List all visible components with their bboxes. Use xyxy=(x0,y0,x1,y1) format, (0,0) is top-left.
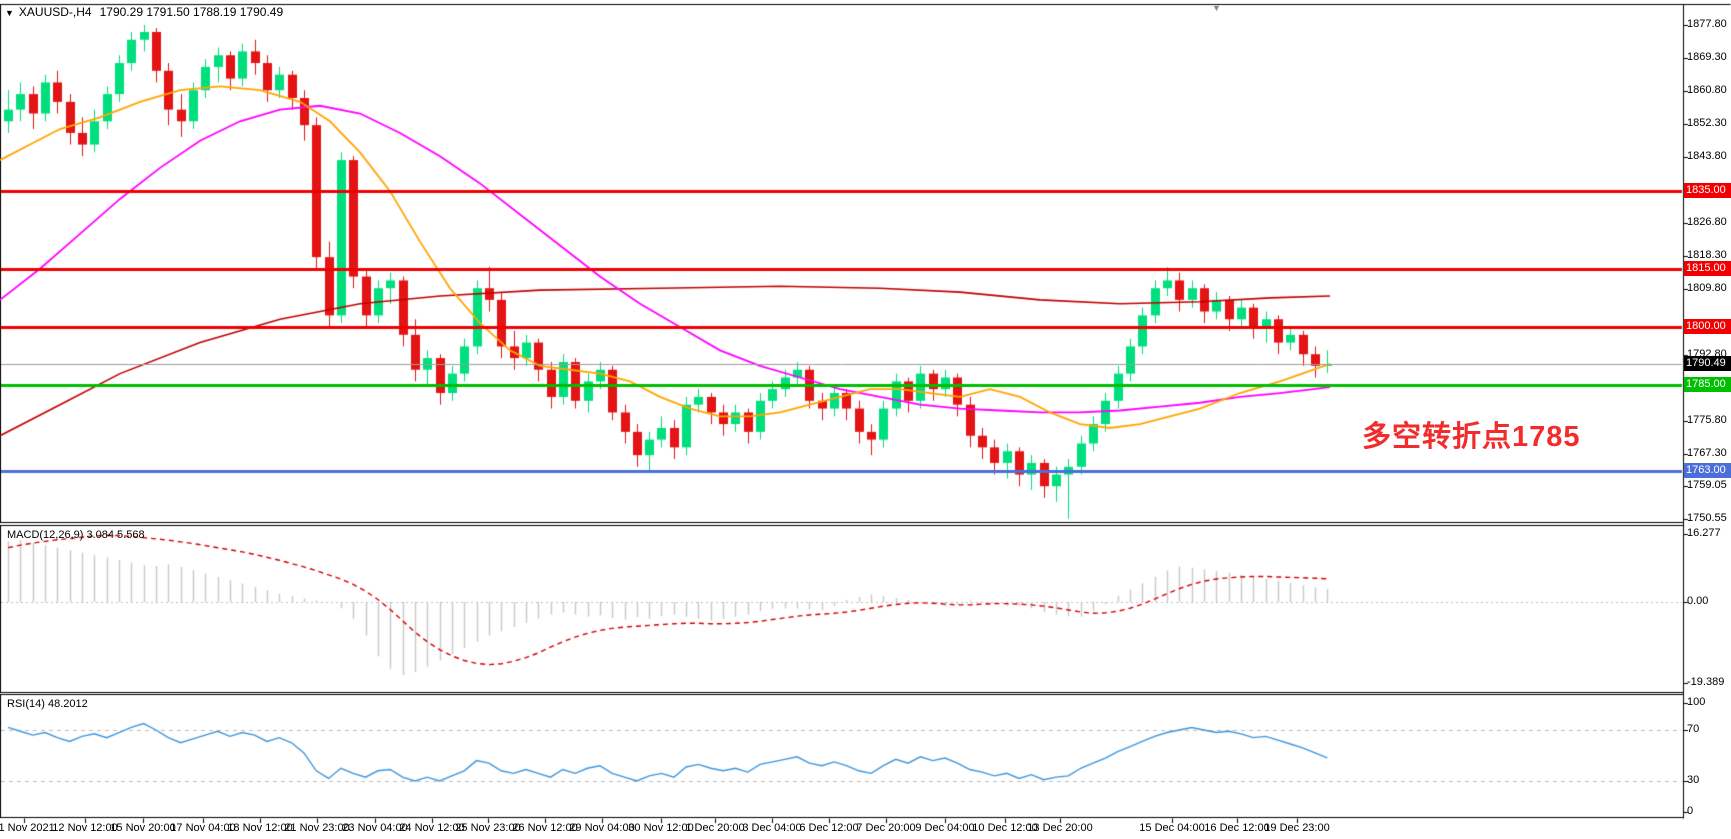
rsi-tick-label: 70 xyxy=(1687,723,1700,735)
rsi-tick-label: 100 xyxy=(1687,695,1706,708)
time-tick-label: 1 Dec 20:00 xyxy=(685,822,745,834)
time-tick-label: 3 Dec 04:00 xyxy=(742,822,802,834)
level-price-label: 1800.00 xyxy=(1684,319,1731,335)
time-tick-label: 15 Dec 04:00 xyxy=(1139,822,1205,834)
time-tick-label: 11 Nov 2021 xyxy=(0,822,55,834)
price-tick-label: 1843.80 xyxy=(1687,149,1727,162)
time-tick-label: 19 Dec 23:00 xyxy=(1264,822,1330,834)
chart-header: ▼ XAUUSD-,H4 1790.29 1791.50 1788.19 1790.… xyxy=(5,5,283,19)
time-tick-label: 23 Nov 04:00 xyxy=(342,822,408,834)
symbol-title: XAUUSD-,H4 xyxy=(18,5,92,19)
time-tick-label: 9 Dec 04:00 xyxy=(915,822,975,834)
current-price-label: 1790.49 xyxy=(1684,355,1731,371)
time-tick-label: 13 Dec 20:00 xyxy=(1027,822,1093,834)
time-tick-label: 21 Nov 23:00 xyxy=(284,822,350,834)
price-tick-label: 1750.55 xyxy=(1687,512,1727,524)
price-tick-label: 1869.30 xyxy=(1687,50,1727,63)
price-tick-label: 1809.80 xyxy=(1687,281,1727,294)
rsi-indicator-label: RSI(14) 48.2012 xyxy=(7,698,88,710)
price-tick-label: 1767.30 xyxy=(1687,446,1727,459)
time-tick-label: 17 Nov 04:00 xyxy=(170,822,236,834)
time-tick-label: 29 Nov 04:00 xyxy=(569,822,635,834)
macd-tick-label: -19.389 xyxy=(1687,676,1725,688)
price-tick-label: 1852.30 xyxy=(1687,116,1727,129)
price-tick-label: 1759.05 xyxy=(1687,479,1727,491)
time-tick-label: 24 Nov 12:00 xyxy=(399,822,465,834)
level-price-label: 1835.00 xyxy=(1684,183,1731,199)
macd-indicator-label: MACD(12,26,9) 3.084 5.568 xyxy=(7,529,145,541)
price-tick-label: 1826.80 xyxy=(1687,215,1727,228)
symbol-dropdown-icon[interactable]: ▼ xyxy=(5,8,14,18)
annotation-text: 多空转折点1785 xyxy=(1362,421,1581,453)
time-tick-label: 12 Nov 12:00 xyxy=(52,822,118,834)
time-tick-label: 25 Nov 23:00 xyxy=(455,822,521,834)
ohlc-readout: 1790.29 1791.50 1788.19 1790.49 xyxy=(99,5,284,19)
time-tick-label: 16 Dec 12:00 xyxy=(1204,822,1270,834)
time-tick-label: 15 Nov 20:00 xyxy=(110,822,176,834)
macd-tick-label: 0.00 xyxy=(1687,595,1709,607)
price-tick-label: 1877.80 xyxy=(1687,18,1727,30)
macd-tick-label: 16.277 xyxy=(1687,526,1721,539)
time-tick-label: 26 Nov 12:00 xyxy=(512,822,578,834)
price-tick-label: 1860.80 xyxy=(1687,83,1727,96)
time-tick-label: 7 Dec 20:00 xyxy=(856,822,916,834)
rsi-tick-label: 30 xyxy=(1687,774,1700,786)
level-price-label: 1763.00 xyxy=(1684,462,1731,478)
time-tick-label: 18 Nov 12:00 xyxy=(227,822,293,834)
level-price-label: 1785.00 xyxy=(1684,377,1731,393)
time-tick-label: 10 Dec 12:00 xyxy=(972,822,1038,834)
time-tick-label: 30 Nov 12:00 xyxy=(628,822,694,834)
rsi-tick-label: 0 xyxy=(1687,804,1694,817)
chart-shift-marker-icon: ▼ xyxy=(1212,3,1221,13)
price-tick-label: 1775.80 xyxy=(1687,413,1727,426)
level-price-label: 1815.00 xyxy=(1684,260,1731,276)
time-tick-label: 6 Dec 12:00 xyxy=(799,822,859,834)
price-tick-label: 1818.30 xyxy=(1687,248,1727,261)
